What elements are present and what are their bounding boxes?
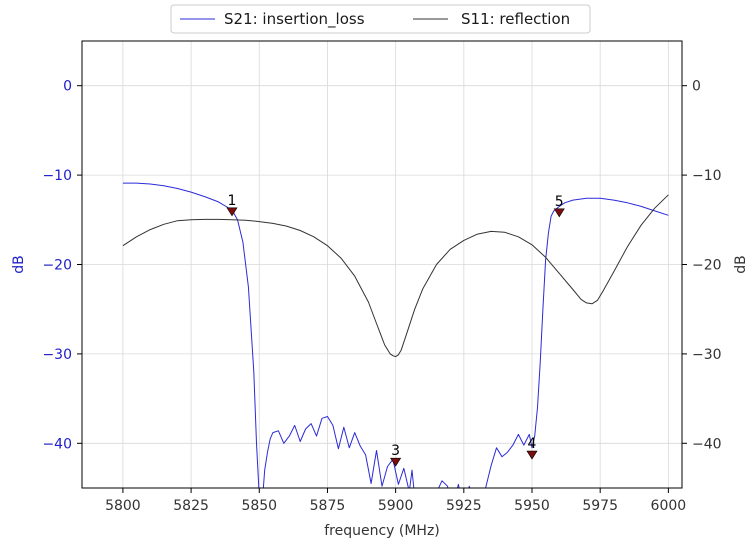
x-axis-label: frequency (MHz) bbox=[324, 523, 440, 539]
y-tick-label-left: −40 bbox=[42, 436, 72, 452]
y-tick-label-right: 0 bbox=[692, 79, 701, 95]
y-axis-label-right: dB bbox=[733, 255, 749, 274]
y-tick-label-left: −10 bbox=[42, 168, 72, 184]
s11-reflection-line bbox=[122, 194, 669, 358]
marker-label: 4 bbox=[528, 436, 537, 452]
y-tick-label-right: −20 bbox=[692, 258, 722, 274]
axis-ticks: 5800 5825 5850 5875 5900 5925 5950 5975 6000 0 0 −1… bbox=[42, 79, 721, 514]
legend-entry-s11: S11: reflection bbox=[461, 10, 570, 28]
x-tick-label: 5800 bbox=[105, 498, 141, 514]
grid bbox=[82, 41, 682, 488]
y-tick-label-left: −30 bbox=[42, 347, 72, 363]
marker-triangle bbox=[226, 207, 238, 217]
x-tick-label: 5950 bbox=[514, 498, 550, 514]
s21-insertion-loss-line bbox=[122, 182, 669, 488]
y-tick-label-left: −20 bbox=[42, 258, 72, 274]
marker-label: 5 bbox=[555, 194, 564, 210]
marker-triangle bbox=[390, 457, 402, 467]
marker-layer: 1 3 4 5 bbox=[226, 193, 565, 467]
legend-box bbox=[170, 4, 591, 34]
x-tick-label: 5875 bbox=[310, 498, 346, 514]
legend-entry-s21: S21: insertion_loss bbox=[224, 10, 365, 29]
y-tick-label-right: −40 bbox=[692, 436, 722, 452]
y-tick-label-right: −30 bbox=[692, 347, 722, 363]
x-tick-label: 5925 bbox=[446, 498, 482, 514]
x-tick-label: 5975 bbox=[582, 498, 618, 514]
marker-triangle bbox=[553, 208, 565, 218]
marker-triangle bbox=[526, 450, 538, 460]
marker-label: 3 bbox=[391, 443, 400, 459]
x-tick-label: 5825 bbox=[173, 498, 209, 514]
x-tick-label: 6000 bbox=[651, 498, 687, 514]
y-tick-label-right: −10 bbox=[692, 168, 722, 184]
x-tick-label: 5850 bbox=[241, 498, 277, 514]
y-axis-label-left: dB bbox=[11, 255, 27, 274]
marker-label: 1 bbox=[228, 193, 237, 209]
legend: S21: insertion_loss S11: reflection bbox=[170, 4, 591, 34]
y-tick-label-left: 0 bbox=[63, 79, 72, 95]
x-tick-label: 5900 bbox=[378, 498, 414, 514]
series-layer bbox=[122, 182, 669, 488]
